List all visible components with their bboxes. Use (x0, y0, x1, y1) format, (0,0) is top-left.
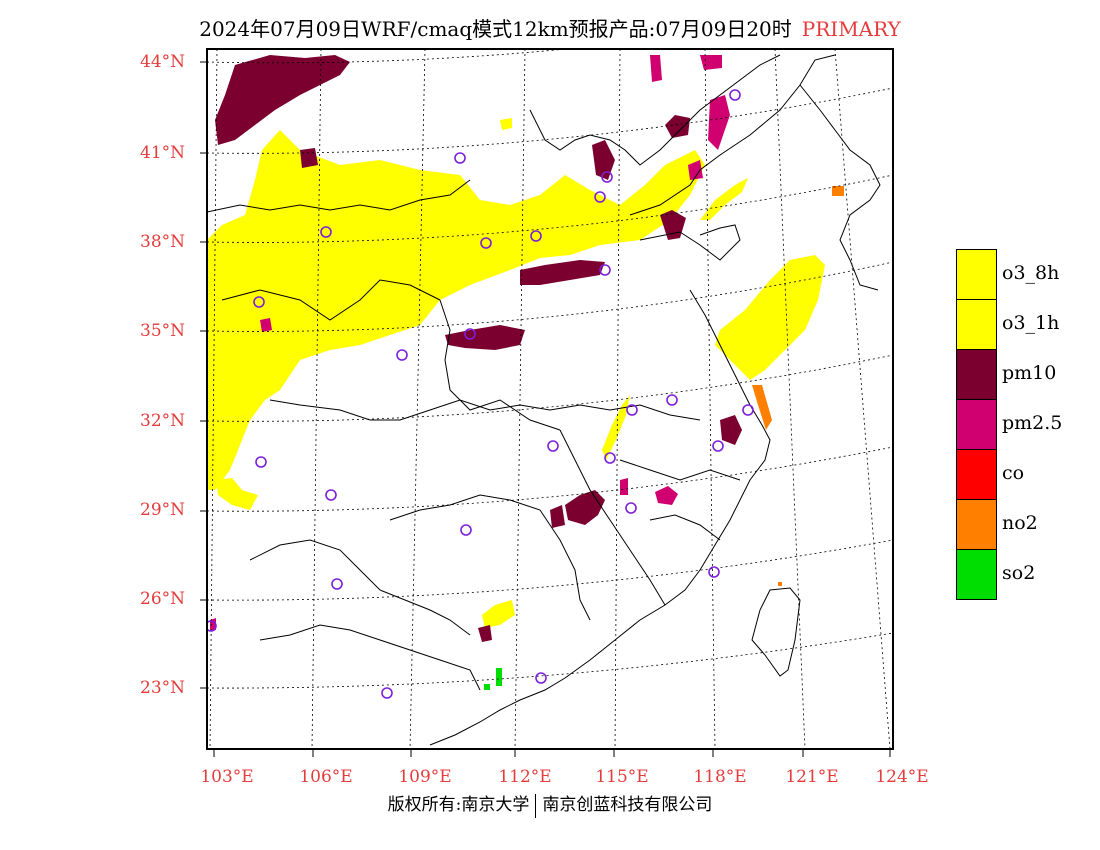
legend-label: o3_8h (1002, 262, 1060, 284)
graticule (207, 49, 893, 749)
copyright-footer: 版权所有:南京大学 南京创蓝科技有限公司 (0, 790, 1100, 818)
legend-swatch (956, 399, 997, 450)
legend-label: co (1002, 462, 1025, 484)
legend-label: pm2.5 (1002, 412, 1063, 434)
axis-ticks (200, 61, 891, 757)
legend-swatch (956, 449, 997, 500)
lat-label: 23°N (140, 678, 186, 698)
lat-label: 29°N (140, 500, 186, 520)
lon-label: 103°E (200, 767, 254, 787)
lat-label: 32°N (140, 411, 186, 431)
lon-label: 109°E (398, 767, 452, 787)
legend-label: pm10 (1002, 362, 1057, 384)
boundaries (207, 54, 881, 746)
legend-item-o3_1h: o3_1h (956, 299, 1096, 350)
legend-swatch (956, 249, 997, 300)
map-frame (206, 48, 894, 750)
pollutant-legend: o3_8h o3_1h pm10 pm2.5 co no2 so2 (956, 249, 1096, 600)
legend-item-co: co (956, 449, 1096, 500)
lat-label: 38°N (140, 232, 186, 252)
legend-item-pm10: pm10 (956, 349, 1096, 400)
legend-swatch (956, 299, 997, 350)
legend-item-o3_8h: o3_8h (956, 249, 1096, 300)
lat-label: 26°N (140, 589, 186, 609)
legend-swatch (956, 549, 997, 600)
so2-regions (484, 668, 502, 690)
legend-label: o3_1h (1002, 312, 1060, 334)
no2-regions (752, 186, 844, 586)
legend-item-no2: no2 (956, 499, 1096, 550)
footer-separator (535, 793, 537, 818)
footer-left: 版权所有:南京大学 (387, 795, 530, 815)
lon-label: 115°E (595, 767, 649, 787)
legend-label: so2 (1002, 562, 1036, 584)
lon-label: 106°E (299, 767, 353, 787)
lon-label: 121°E (785, 767, 839, 787)
footer-right: 南京创蓝科技有限公司 (542, 795, 713, 815)
lon-label: 118°E (693, 767, 747, 787)
pm25-regions (210, 55, 730, 630)
lat-label: 44°N (140, 52, 186, 72)
o3-regions (207, 118, 825, 628)
legend-item-so2: so2 (956, 549, 1096, 600)
lat-label: 41°N (140, 143, 186, 163)
lon-label: 124°E (875, 767, 929, 787)
lon-label: 112°E (498, 767, 552, 787)
legend-swatch (956, 499, 997, 550)
map-title: 2024年07月09日WRF/cmaq模式12km预报产品:07月09日20时 P… (0, 13, 1100, 42)
legend-swatch (956, 349, 997, 400)
title-tag: PRIMARY (801, 17, 901, 41)
lat-label: 35°N (140, 321, 186, 341)
station-markers (207, 89, 754, 699)
title-main: 2024年07月09日WRF/cmaq模式12km预报产品:07月09日20时 (199, 17, 792, 41)
legend-item-pm25: pm2.5 (956, 399, 1096, 450)
legend-label: no2 (1002, 512, 1038, 534)
